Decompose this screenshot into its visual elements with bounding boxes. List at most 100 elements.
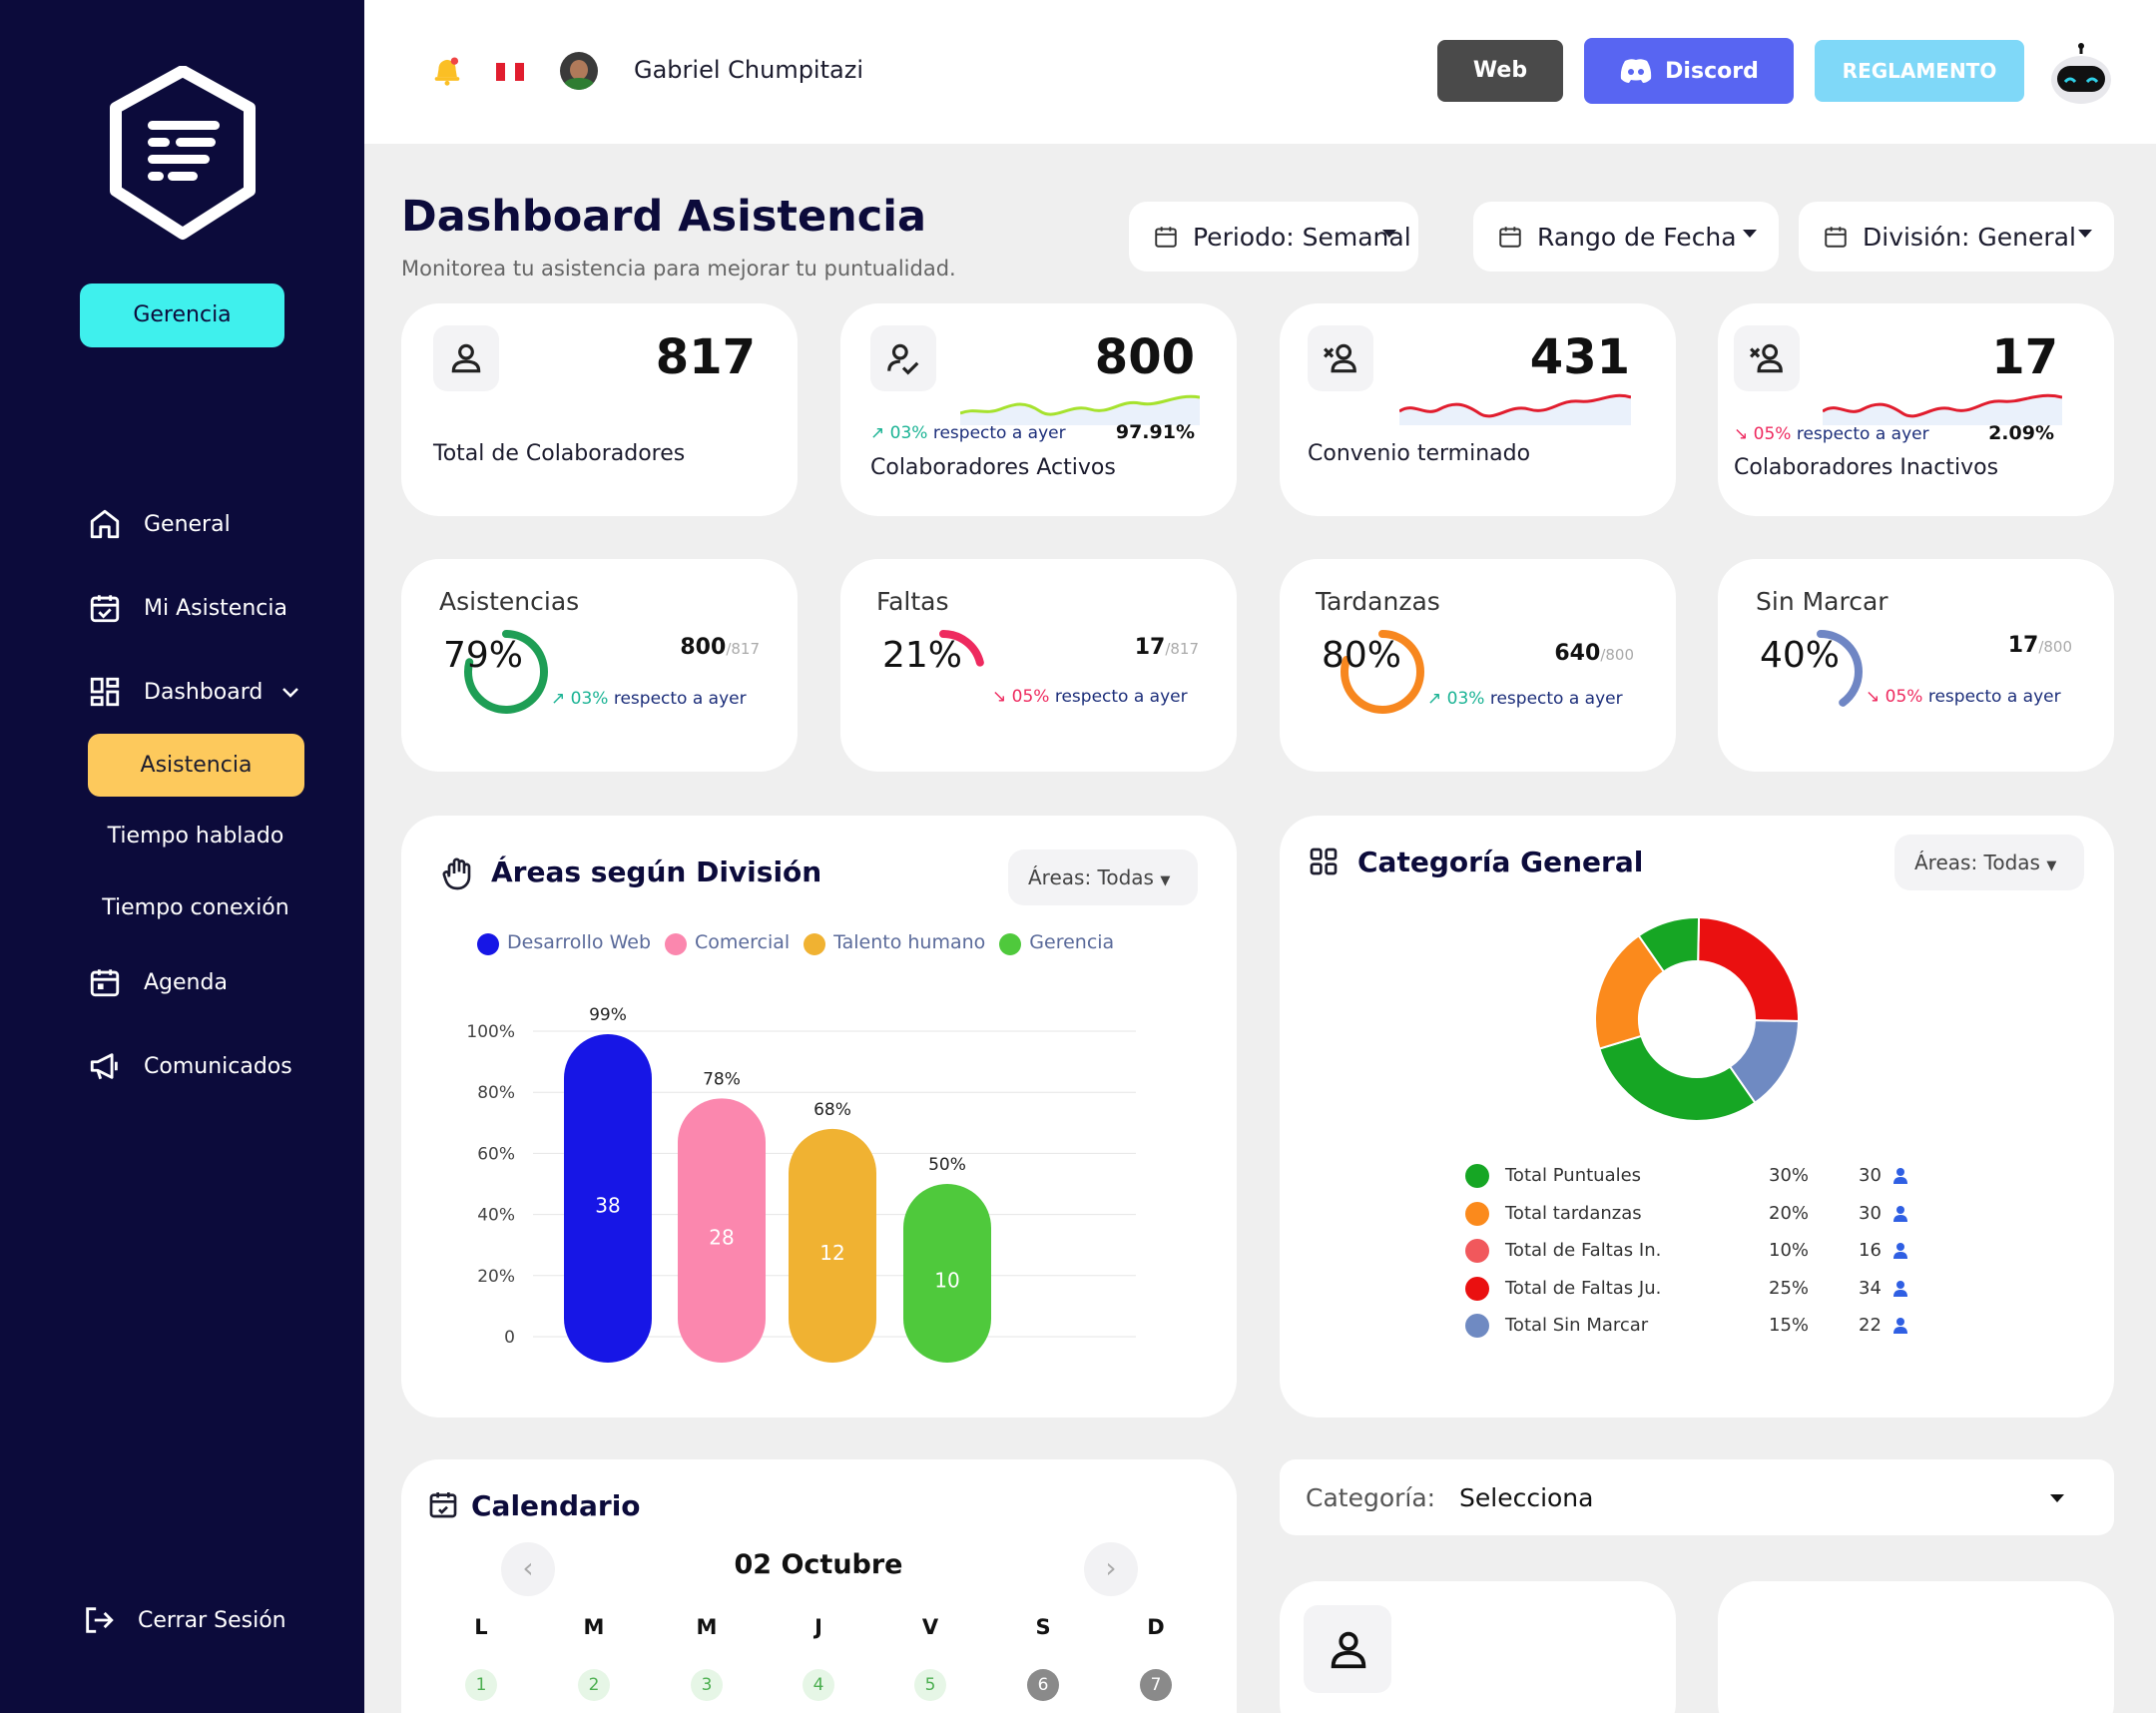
weekday-label: D [1147, 1615, 1165, 1639]
user-name: Gabriel Chumpitazi [634, 56, 863, 84]
sidebar-subitem-tiempo-hablado[interactable]: Tiempo hablado [107, 824, 284, 849]
kpi-value-number: 800 [680, 635, 727, 660]
kpi-title: Sin Marcar [1756, 587, 1888, 616]
legend-item[interactable]: Comercial [665, 931, 790, 955]
bar[interactable] [903, 1184, 991, 1363]
kpi-value-total: /817 [726, 640, 760, 658]
user-x-icon [1750, 343, 1783, 373]
sparkline-convenio [1399, 393, 1631, 425]
kpi-percent: 80% [1322, 635, 1402, 676]
division-dropdown[interactable]: División: General [1799, 202, 2114, 272]
kpi-ring-arc [1341, 630, 1424, 714]
areas-bar-chart: 100% 80% 60% 40% 20% 0 99% 38 78% 28 68% 12 50% 10 [466, 1005, 1136, 1363]
calendar-day[interactable]: 3 [691, 1669, 723, 1701]
change-text: respecto a ayer [1927, 687, 2061, 707]
next-month-button[interactable]: › [1084, 1542, 1138, 1596]
hand-icon [442, 857, 471, 890]
sidebar-subitem-tiempo-conexion[interactable]: Tiempo conexión [102, 895, 289, 920]
logout-button[interactable]: Cerrar Sesión [82, 1603, 286, 1637]
categoria-filter-dropdown[interactable]: Áreas: Todas ▼ [1894, 835, 2084, 890]
y-tick-label: 20% [477, 1267, 515, 1287]
category-dot [1465, 1239, 1489, 1263]
sidebar-subitem-asistencia[interactable]: Asistencia [88, 734, 304, 797]
areas-filter-label: Áreas: Todas [1028, 865, 1154, 889]
stat-change: ↗ 03% respecto a ayer [870, 423, 1066, 443]
grid-icon [1310, 848, 1338, 875]
calendar-day[interactable]: 4 [803, 1669, 834, 1701]
donut-slice[interactable] [1697, 915, 1800, 1023]
bottom-card-left [1280, 1581, 1676, 1713]
sidebar-item-dashboard[interactable]: Dashboard [88, 675, 324, 709]
change-text: respecto a ayer [932, 423, 1066, 443]
calendar-day[interactable]: 5 [914, 1669, 946, 1701]
donut-slice[interactable] [1598, 1034, 1757, 1122]
bar-count-label: 12 [819, 1241, 844, 1265]
sidebar-item-general[interactable]: General [88, 507, 231, 541]
kpi-value: 17/817 [1135, 635, 1199, 660]
kpi-value: 640/800 [1554, 641, 1634, 666]
legend-label: Gerencia [1029, 931, 1115, 953]
rules-button[interactable]: REGLAMENTO [1815, 40, 2024, 102]
category-select[interactable]: Categoría: Selecciona [1280, 1459, 2114, 1535]
legend-item[interactable]: Gerencia [999, 931, 1115, 955]
kpi-title: Faltas [876, 587, 949, 616]
user-x-icon [1324, 343, 1356, 373]
user-x-icon-box [1734, 325, 1800, 391]
division-label: División: General [1863, 222, 2076, 252]
sidebar-item-agenda[interactable]: Agenda [88, 965, 228, 999]
trend-up-icon: ↗ [870, 423, 885, 443]
categoria-card: Categoría General Áreas: Todas ▼ Total P… [1280, 816, 2114, 1418]
rango-fecha-dropdown[interactable]: Rango de Fecha [1473, 202, 1779, 272]
robot-icon[interactable] [2049, 42, 2113, 106]
categoria-title: Categoría General [1357, 846, 1644, 878]
stat-card-convenio: 431 Convenio terminado [1280, 303, 1676, 516]
stat-label: Total de Colaboradores [433, 441, 686, 466]
category-percent: 30% [1769, 1165, 1810, 1186]
avatar[interactable] [560, 52, 598, 90]
category-percent: 10% [1769, 1240, 1810, 1261]
dashboard-icon [90, 677, 120, 707]
kpi-ring [1341, 630, 1424, 714]
kpi-change: ↘ 05% respecto a ayer [1866, 687, 2061, 707]
bar[interactable] [678, 1098, 766, 1363]
categoria-filter-label: Áreas: Todas [1914, 851, 2040, 874]
role-button[interactable]: Gerencia [80, 284, 284, 347]
legend-item[interactable]: Desarrollo Web [477, 931, 651, 955]
calendar-day[interactable]: 6 [1027, 1669, 1059, 1701]
legend-item[interactable]: Talento humano [804, 931, 985, 955]
sidebar-item-mi-asistencia[interactable]: Mi Asistencia [88, 591, 287, 625]
weekday-label: M [583, 1615, 605, 1639]
calendar-day[interactable]: 2 [578, 1669, 610, 1701]
periodo-dropdown[interactable]: Periodo: Semanal [1129, 202, 1418, 272]
change-text: respecto a ayer [613, 689, 747, 709]
trend-down-icon: ↘ [992, 687, 1007, 707]
bar[interactable] [789, 1128, 876, 1363]
person-icon [1893, 1280, 1907, 1297]
peru-flag-icon[interactable] [496, 63, 524, 81]
change-percent: 05% [1753, 424, 1792, 444]
donut-slice[interactable] [1637, 916, 1701, 973]
bell-icon[interactable] [432, 55, 462, 87]
legend-dot [665, 932, 688, 955]
prev-month-button[interactable]: ‹ [501, 1542, 555, 1596]
areas-filter-dropdown[interactable]: Áreas: Todas ▼ [1008, 850, 1198, 905]
y-tick-label: 60% [477, 1144, 515, 1164]
stat-label: Colaboradores Activos [870, 455, 1116, 480]
caret-down-icon [1743, 230, 1757, 238]
stat-card-activos: 800 ↗ 03% respecto a ayer 97.91% Colabor… [840, 303, 1237, 516]
calendar-day[interactable]: 7 [1140, 1669, 1172, 1701]
legend-dot [477, 932, 499, 955]
y-tick-label: 40% [477, 1206, 515, 1226]
weekday-label: J [814, 1615, 822, 1639]
change-percent: 03% [1446, 689, 1485, 709]
sidebar-item-comunicados[interactable]: Comunicados [88, 1049, 292, 1083]
discord-button[interactable]: Discord [1584, 38, 1794, 104]
kpi-ring-arc [1779, 630, 1863, 714]
bar[interactable] [564, 1034, 652, 1363]
web-button[interactable]: Web [1437, 40, 1563, 102]
change-text: respecto a ayer [1489, 689, 1623, 709]
change-text: respecto a ayer [1054, 687, 1188, 707]
calendar-day[interactable]: 1 [465, 1669, 497, 1701]
category-percent: 15% [1769, 1315, 1810, 1336]
category-count: 22 [1859, 1315, 1882, 1336]
